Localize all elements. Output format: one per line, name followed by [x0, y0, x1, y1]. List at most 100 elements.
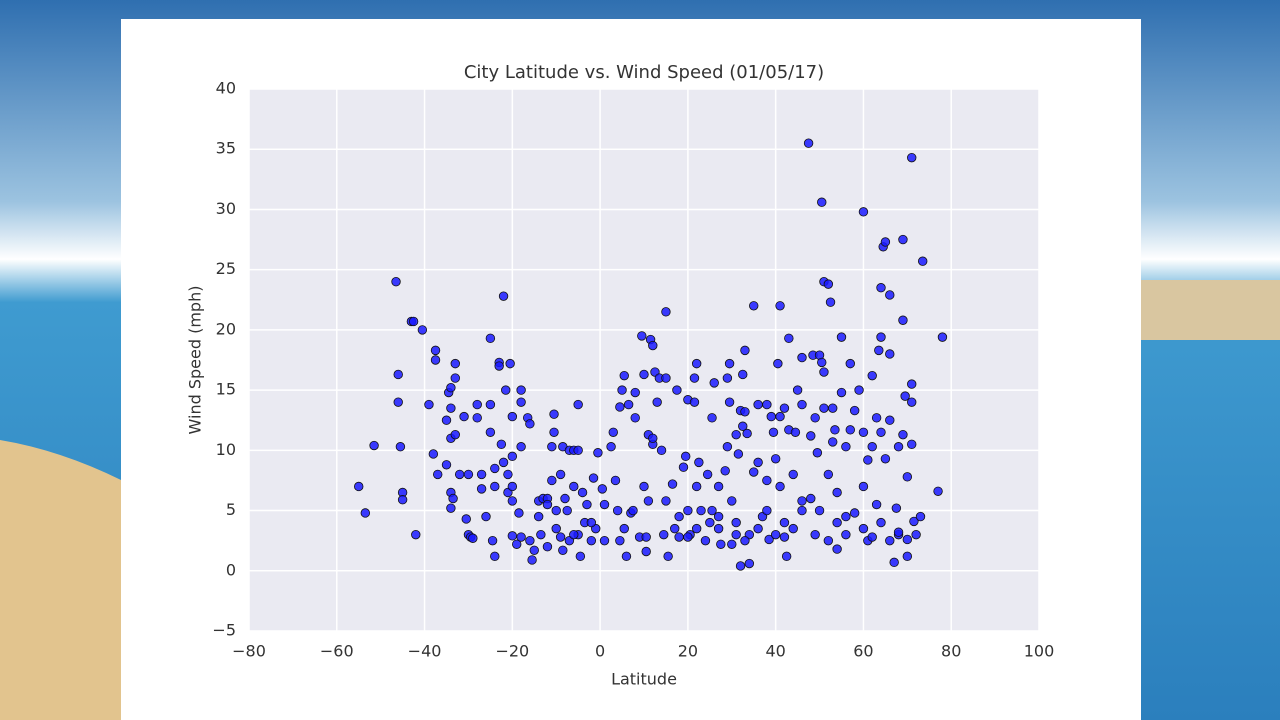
- point: [806, 431, 816, 441]
- point: [525, 535, 535, 546]
- point: [841, 529, 851, 540]
- point: [551, 523, 561, 534]
- point: [490, 481, 500, 492]
- point: [678, 462, 689, 472]
- point: [485, 399, 496, 410]
- point: [549, 409, 559, 419]
- point: [915, 511, 926, 522]
- point: [397, 495, 408, 505]
- point: [494, 361, 504, 371]
- point: [468, 533, 478, 543]
- point: [933, 486, 943, 496]
- point: [770, 454, 781, 464]
- point: [722, 442, 733, 452]
- point: [599, 535, 610, 546]
- point: [705, 517, 715, 528]
- point: [812, 448, 823, 458]
- point: [823, 279, 834, 289]
- point: [639, 369, 649, 380]
- point: [876, 427, 886, 437]
- point: [753, 457, 763, 468]
- point: [683, 532, 693, 542]
- point: [753, 399, 763, 410]
- point: [551, 505, 561, 516]
- point: [735, 561, 746, 571]
- point: [898, 234, 908, 245]
- point: [727, 496, 737, 506]
- point: [562, 505, 572, 516]
- point: [891, 503, 902, 513]
- point: [876, 283, 886, 293]
- point: [516, 442, 526, 452]
- point: [819, 367, 829, 377]
- point: [560, 493, 570, 504]
- point: [485, 427, 496, 437]
- point: [529, 545, 539, 556]
- point: [450, 429, 460, 440]
- point: [481, 511, 491, 522]
- point: [507, 451, 518, 462]
- x-tick-label: −40: [408, 642, 442, 661]
- point: [830, 425, 840, 435]
- point: [871, 413, 882, 423]
- point: [648, 433, 658, 443]
- point: [814, 505, 825, 516]
- point: [707, 505, 717, 516]
- y-tick-label: 20: [216, 319, 236, 338]
- point: [586, 535, 597, 546]
- point: [766, 411, 776, 422]
- point: [898, 315, 908, 325]
- point: [527, 555, 537, 565]
- point: [858, 523, 869, 534]
- point: [667, 479, 678, 489]
- point: [823, 535, 834, 546]
- point: [841, 511, 851, 522]
- point: [663, 551, 673, 562]
- y-tick-label: 30: [216, 199, 236, 218]
- point: [691, 358, 702, 369]
- point: [724, 397, 735, 407]
- point: [490, 463, 500, 474]
- point: [770, 529, 781, 540]
- point: [768, 427, 779, 437]
- point: [762, 505, 772, 516]
- point: [773, 358, 783, 369]
- point: [863, 455, 873, 465]
- point: [797, 496, 807, 506]
- point: [612, 505, 623, 516]
- y-tick-label: 25: [216, 259, 236, 278]
- point: [441, 415, 452, 425]
- x-axis-label: Latitude: [611, 670, 677, 689]
- point: [507, 481, 518, 492]
- point: [731, 517, 741, 528]
- point: [659, 529, 669, 540]
- point: [476, 484, 487, 494]
- point: [742, 428, 752, 439]
- point: [775, 301, 785, 311]
- point: [608, 427, 618, 437]
- point: [505, 358, 515, 369]
- point: [637, 331, 647, 341]
- point: [702, 469, 713, 480]
- point: [459, 411, 469, 422]
- point: [738, 369, 748, 380]
- point: [446, 403, 456, 413]
- x-tick-label: 100: [1024, 642, 1055, 661]
- point: [797, 352, 807, 363]
- point: [610, 475, 621, 486]
- point: [450, 358, 460, 369]
- point: [876, 517, 886, 528]
- point: [393, 369, 403, 380]
- point: [536, 529, 546, 540]
- point: [917, 256, 928, 266]
- point: [744, 558, 755, 569]
- point: [487, 535, 498, 546]
- point: [628, 505, 638, 516]
- point: [623, 399, 634, 410]
- y-tick-label: 15: [216, 380, 236, 399]
- point: [902, 472, 913, 482]
- point: [832, 517, 842, 528]
- point: [661, 496, 671, 506]
- point: [854, 385, 864, 395]
- point: [849, 508, 860, 518]
